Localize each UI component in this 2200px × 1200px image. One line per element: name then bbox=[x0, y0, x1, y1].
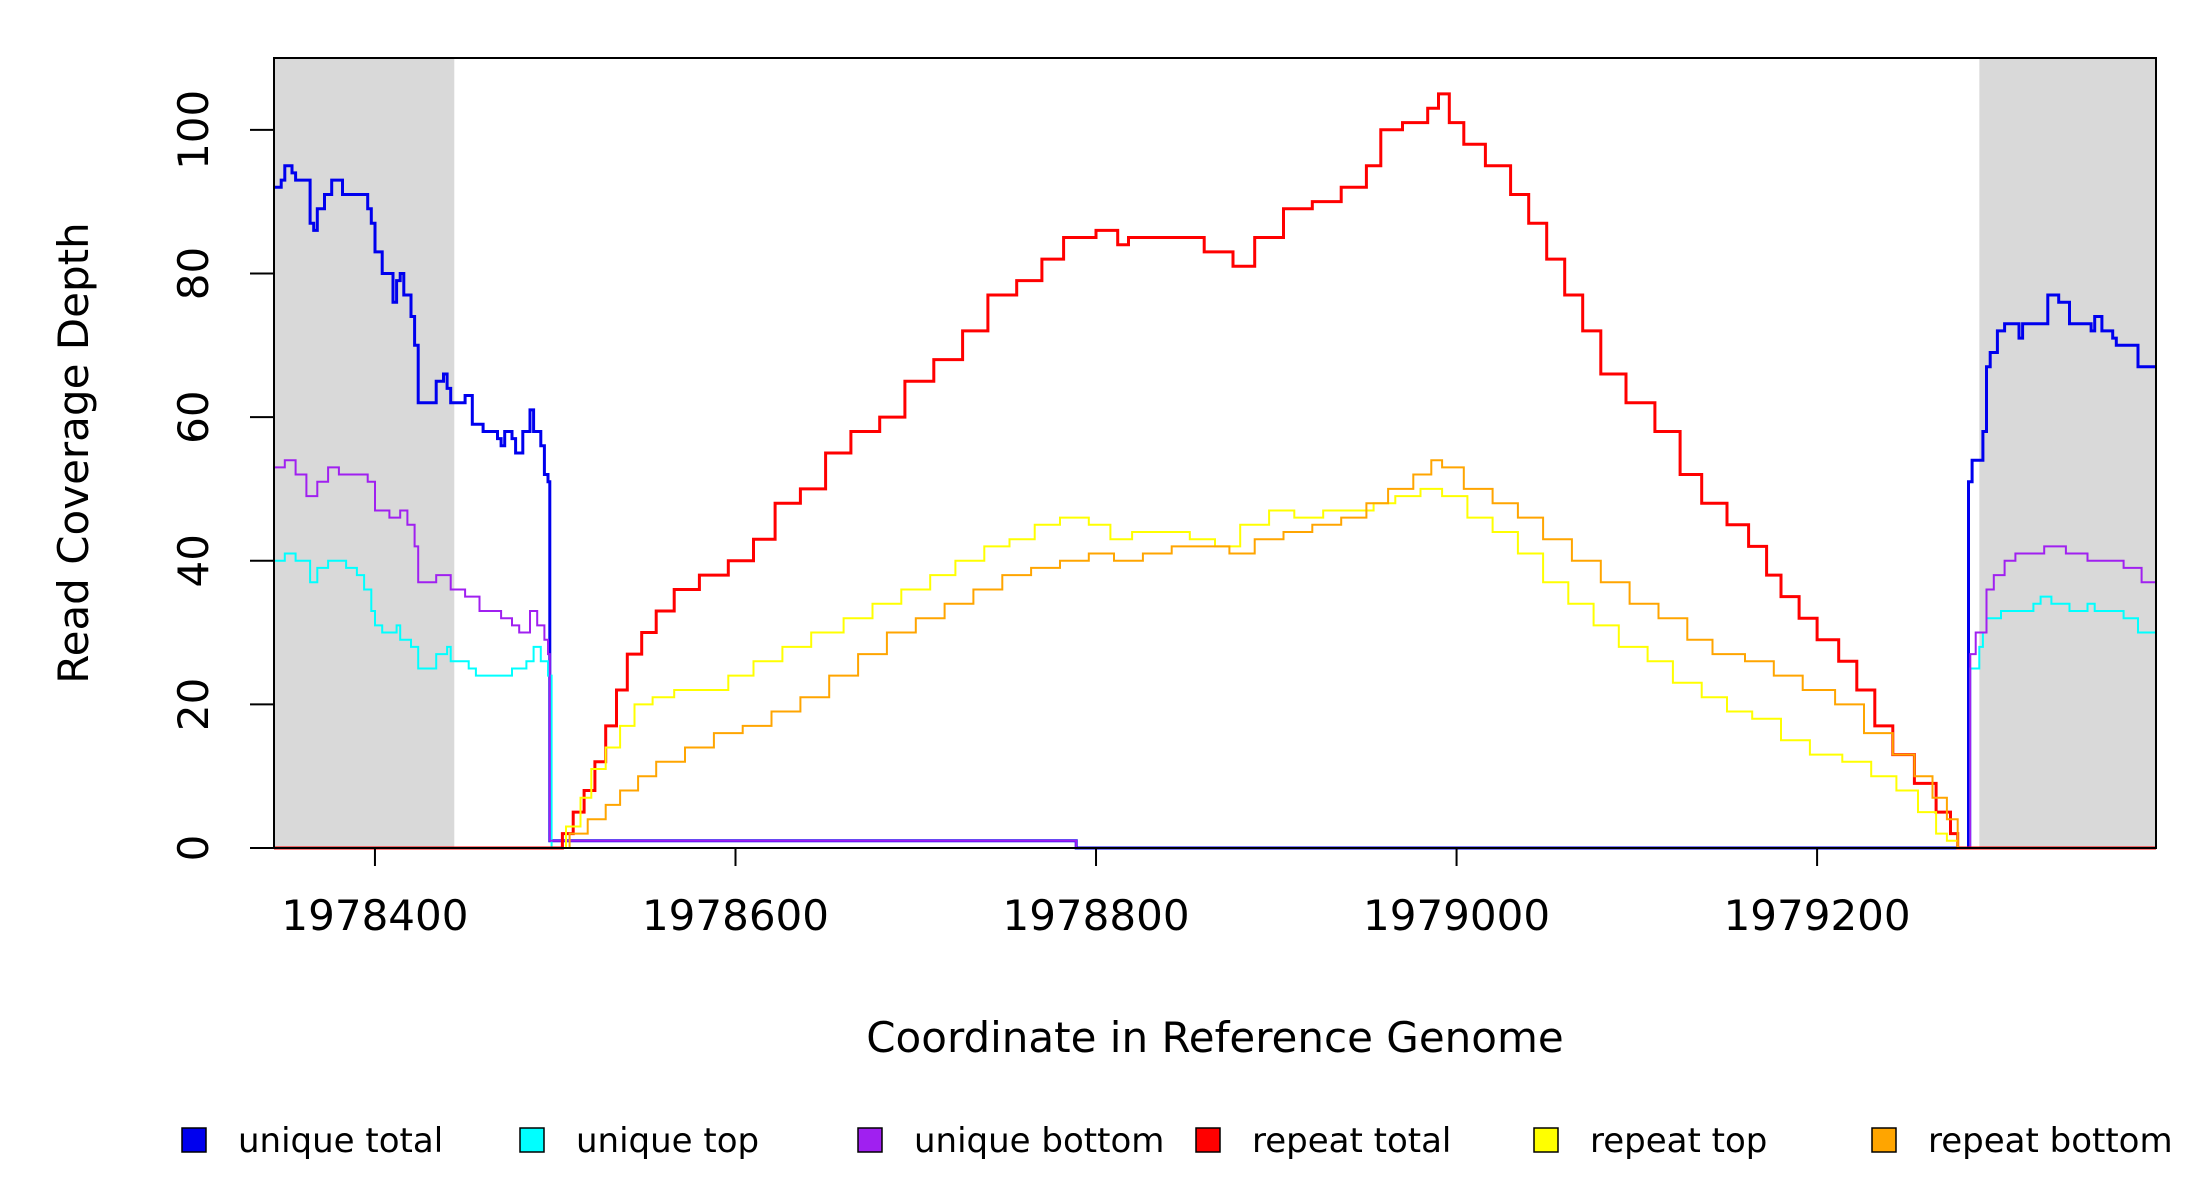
series-repeat-total bbox=[274, 92, 2156, 850]
x-tick-label: 1978400 bbox=[281, 891, 468, 940]
y-tick-label: 100 bbox=[169, 90, 218, 170]
legend-label: unique top bbox=[576, 1121, 759, 1161]
shaded-region-2 bbox=[1979, 58, 2156, 848]
legend-swatch bbox=[857, 1127, 883, 1153]
legend-swatch bbox=[1195, 1127, 1221, 1153]
plot-frame bbox=[273, 57, 2157, 849]
x-tick-label: 1979000 bbox=[1363, 891, 1550, 940]
y-tick-label: 60 bbox=[169, 390, 218, 443]
x-tick-label: 1978600 bbox=[642, 891, 829, 940]
y-tick-label: 0 bbox=[169, 835, 218, 862]
series-lines bbox=[274, 92, 2156, 850]
shaded-regions bbox=[274, 58, 2156, 848]
series-unique-top bbox=[274, 552, 2156, 849]
legend-label: unique total bbox=[238, 1121, 443, 1161]
legend-swatch bbox=[181, 1127, 207, 1153]
y-tick-label: 20 bbox=[169, 678, 218, 731]
legend: unique total unique top unique bottom repea… bbox=[181, 1121, 2173, 1161]
legend-label: repeat bottom bbox=[1928, 1121, 2173, 1161]
y-tick-label: 40 bbox=[169, 534, 218, 587]
y-axis-title: Read Coverage Depth bbox=[49, 222, 98, 683]
series-unique-bottom bbox=[274, 459, 2156, 849]
legend-swatch bbox=[519, 1127, 545, 1153]
y-tick-label: 80 bbox=[169, 247, 218, 300]
shaded-region-1 bbox=[274, 58, 455, 848]
axes: 1978400 1978600 1978800 1979000 1979200 0 20 40… bbox=[169, 90, 1911, 940]
x-axis-title: Coordinate in Reference Genome bbox=[866, 1013, 1564, 1062]
series-repeat-bottom bbox=[274, 459, 2156, 849]
legend-label: unique bottom bbox=[914, 1121, 1164, 1161]
legend-swatch bbox=[1533, 1127, 1559, 1153]
x-tick-label: 1979200 bbox=[1724, 891, 1911, 940]
series-unique-total bbox=[274, 164, 2156, 850]
legend-label: repeat total bbox=[1252, 1121, 1451, 1161]
legend-label: repeat top bbox=[1590, 1121, 1767, 1161]
x-tick-label: 1978800 bbox=[1002, 891, 1189, 940]
series-repeat-top bbox=[274, 487, 2156, 849]
legend-swatch bbox=[1871, 1127, 1897, 1153]
